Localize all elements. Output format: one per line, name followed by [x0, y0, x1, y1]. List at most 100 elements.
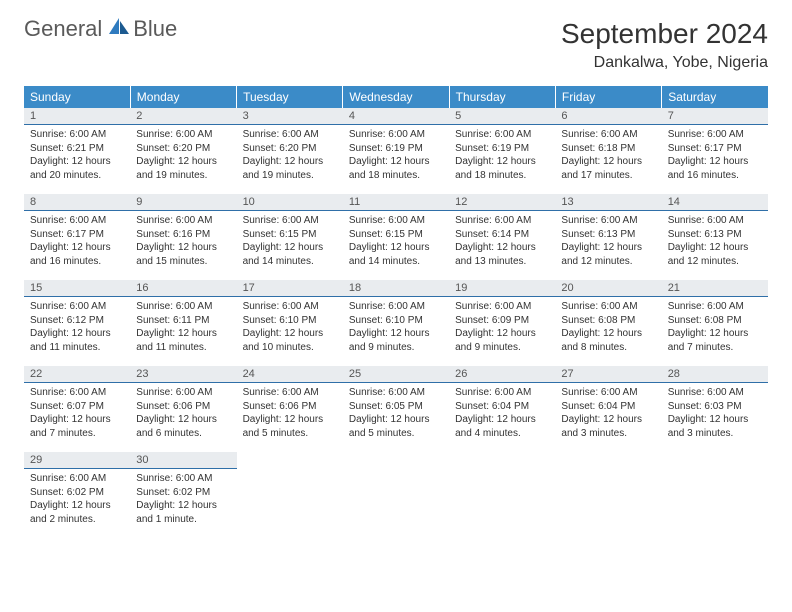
sunrise-text: Sunrise: 6:00 AM — [30, 472, 124, 486]
day-number: 4 — [343, 108, 449, 125]
day-body: Sunrise: 6:00 AMSunset: 6:13 PMDaylight:… — [662, 211, 768, 274]
sunset-text: Sunset: 6:15 PM — [243, 228, 337, 242]
daylight-text: Daylight: 12 hours and 20 minutes. — [30, 155, 124, 182]
day-number: 23 — [130, 366, 236, 383]
sunset-text: Sunset: 6:08 PM — [668, 314, 762, 328]
day-number: 22 — [24, 366, 130, 383]
day-cell: 21Sunrise: 6:00 AMSunset: 6:08 PMDayligh… — [662, 280, 768, 366]
sunset-text: Sunset: 6:03 PM — [668, 400, 762, 414]
day-number: 11 — [343, 194, 449, 211]
location-text: Dankalwa, Yobe, Nigeria — [561, 54, 768, 72]
day-body: Sunrise: 6:00 AMSunset: 6:02 PMDaylight:… — [130, 469, 236, 532]
sunrise-text: Sunrise: 6:00 AM — [30, 214, 124, 228]
day-cell: 24Sunrise: 6:00 AMSunset: 6:06 PMDayligh… — [237, 366, 343, 452]
sunrise-text: Sunrise: 6:00 AM — [561, 128, 655, 142]
day-header: Sunday — [24, 86, 130, 108]
day-body: Sunrise: 6:00 AMSunset: 6:04 PMDaylight:… — [555, 383, 661, 446]
sunset-text: Sunset: 6:07 PM — [30, 400, 124, 414]
month-title: September 2024 — [561, 18, 768, 50]
day-number: 9 — [130, 194, 236, 211]
sunset-text: Sunset: 6:15 PM — [349, 228, 443, 242]
day-cell — [343, 452, 449, 538]
daylight-text: Daylight: 12 hours and 5 minutes. — [349, 413, 443, 440]
day-cell: 19Sunrise: 6:00 AMSunset: 6:09 PMDayligh… — [449, 280, 555, 366]
day-number: 13 — [555, 194, 661, 211]
daylight-text: Daylight: 12 hours and 18 minutes. — [349, 155, 443, 182]
day-body: Sunrise: 6:00 AMSunset: 6:17 PMDaylight:… — [662, 125, 768, 188]
week-row: 29Sunrise: 6:00 AMSunset: 6:02 PMDayligh… — [24, 452, 768, 538]
day-cell: 5Sunrise: 6:00 AMSunset: 6:19 PMDaylight… — [449, 108, 555, 194]
sunset-text: Sunset: 6:10 PM — [349, 314, 443, 328]
day-header: Thursday — [449, 86, 555, 108]
day-body: Sunrise: 6:00 AMSunset: 6:08 PMDaylight:… — [662, 297, 768, 360]
title-block: September 2024 Dankalwa, Yobe, Nigeria — [561, 18, 768, 72]
day-cell: 6Sunrise: 6:00 AMSunset: 6:18 PMDaylight… — [555, 108, 661, 194]
sunrise-text: Sunrise: 6:00 AM — [136, 214, 230, 228]
week-row: 22Sunrise: 6:00 AMSunset: 6:07 PMDayligh… — [24, 366, 768, 452]
day-body: Sunrise: 6:00 AMSunset: 6:10 PMDaylight:… — [237, 297, 343, 360]
daylight-text: Daylight: 12 hours and 7 minutes. — [30, 413, 124, 440]
sunrise-text: Sunrise: 6:00 AM — [561, 214, 655, 228]
sunset-text: Sunset: 6:17 PM — [668, 142, 762, 156]
sunset-text: Sunset: 6:08 PM — [561, 314, 655, 328]
daylight-text: Daylight: 12 hours and 15 minutes. — [136, 241, 230, 268]
daylight-text: Daylight: 12 hours and 16 minutes. — [668, 155, 762, 182]
day-header: Wednesday — [343, 86, 449, 108]
week-row: 15Sunrise: 6:00 AMSunset: 6:12 PMDayligh… — [24, 280, 768, 366]
day-number: 24 — [237, 366, 343, 383]
sunrise-text: Sunrise: 6:00 AM — [455, 214, 549, 228]
sunset-text: Sunset: 6:13 PM — [668, 228, 762, 242]
day-body: Sunrise: 6:00 AMSunset: 6:16 PMDaylight:… — [130, 211, 236, 274]
day-cell — [237, 452, 343, 538]
sunrise-text: Sunrise: 6:00 AM — [455, 300, 549, 314]
sunrise-text: Sunrise: 6:00 AM — [136, 128, 230, 142]
sunrise-text: Sunrise: 6:00 AM — [668, 214, 762, 228]
sunrise-text: Sunrise: 6:00 AM — [349, 300, 443, 314]
day-body: Sunrise: 6:00 AMSunset: 6:13 PMDaylight:… — [555, 211, 661, 274]
sail-icon — [109, 18, 129, 39]
day-cell: 11Sunrise: 6:00 AMSunset: 6:15 PMDayligh… — [343, 194, 449, 280]
day-number: 21 — [662, 280, 768, 297]
day-cell: 13Sunrise: 6:00 AMSunset: 6:13 PMDayligh… — [555, 194, 661, 280]
day-body: Sunrise: 6:00 AMSunset: 6:19 PMDaylight:… — [343, 125, 449, 188]
day-body: Sunrise: 6:00 AMSunset: 6:15 PMDaylight:… — [343, 211, 449, 274]
day-header: Friday — [555, 86, 661, 108]
day-number: 15 — [24, 280, 130, 297]
day-body: Sunrise: 6:00 AMSunset: 6:20 PMDaylight:… — [130, 125, 236, 188]
brand-line1: General — [24, 16, 102, 41]
sunset-text: Sunset: 6:11 PM — [136, 314, 230, 328]
sunset-text: Sunset: 6:21 PM — [30, 142, 124, 156]
sunrise-text: Sunrise: 6:00 AM — [455, 128, 549, 142]
day-number: 26 — [449, 366, 555, 383]
sunset-text: Sunset: 6:02 PM — [136, 486, 230, 500]
daylight-text: Daylight: 12 hours and 6 minutes. — [136, 413, 230, 440]
day-number: 29 — [24, 452, 130, 469]
page-header: General Blue September 2024 Dankalwa, Yo… — [24, 18, 768, 72]
day-body: Sunrise: 6:00 AMSunset: 6:21 PMDaylight:… — [24, 125, 130, 188]
sunrise-text: Sunrise: 6:00 AM — [561, 300, 655, 314]
sunrise-text: Sunrise: 6:00 AM — [243, 386, 337, 400]
day-body: Sunrise: 6:00 AMSunset: 6:05 PMDaylight:… — [343, 383, 449, 446]
day-cell: 10Sunrise: 6:00 AMSunset: 6:15 PMDayligh… — [237, 194, 343, 280]
day-number: 7 — [662, 108, 768, 125]
sunrise-text: Sunrise: 6:00 AM — [136, 300, 230, 314]
day-body: Sunrise: 6:00 AMSunset: 6:06 PMDaylight:… — [130, 383, 236, 446]
day-number: 28 — [662, 366, 768, 383]
day-body: Sunrise: 6:00 AMSunset: 6:17 PMDaylight:… — [24, 211, 130, 274]
daylight-text: Daylight: 12 hours and 14 minutes. — [243, 241, 337, 268]
daylight-text: Daylight: 12 hours and 3 minutes. — [668, 413, 762, 440]
sunrise-text: Sunrise: 6:00 AM — [561, 386, 655, 400]
day-cell: 22Sunrise: 6:00 AMSunset: 6:07 PMDayligh… — [24, 366, 130, 452]
week-row: 1Sunrise: 6:00 AMSunset: 6:21 PMDaylight… — [24, 108, 768, 194]
sunset-text: Sunset: 6:06 PM — [243, 400, 337, 414]
day-body: Sunrise: 6:00 AMSunset: 6:10 PMDaylight:… — [343, 297, 449, 360]
day-cell: 1Sunrise: 6:00 AMSunset: 6:21 PMDaylight… — [24, 108, 130, 194]
day-body: Sunrise: 6:00 AMSunset: 6:11 PMDaylight:… — [130, 297, 236, 360]
day-cell: 2Sunrise: 6:00 AMSunset: 6:20 PMDaylight… — [130, 108, 236, 194]
sunrise-text: Sunrise: 6:00 AM — [30, 128, 124, 142]
sunrise-text: Sunrise: 6:00 AM — [136, 386, 230, 400]
sunrise-text: Sunrise: 6:00 AM — [243, 300, 337, 314]
day-number: 19 — [449, 280, 555, 297]
sunset-text: Sunset: 6:14 PM — [455, 228, 549, 242]
day-body: Sunrise: 6:00 AMSunset: 6:06 PMDaylight:… — [237, 383, 343, 446]
